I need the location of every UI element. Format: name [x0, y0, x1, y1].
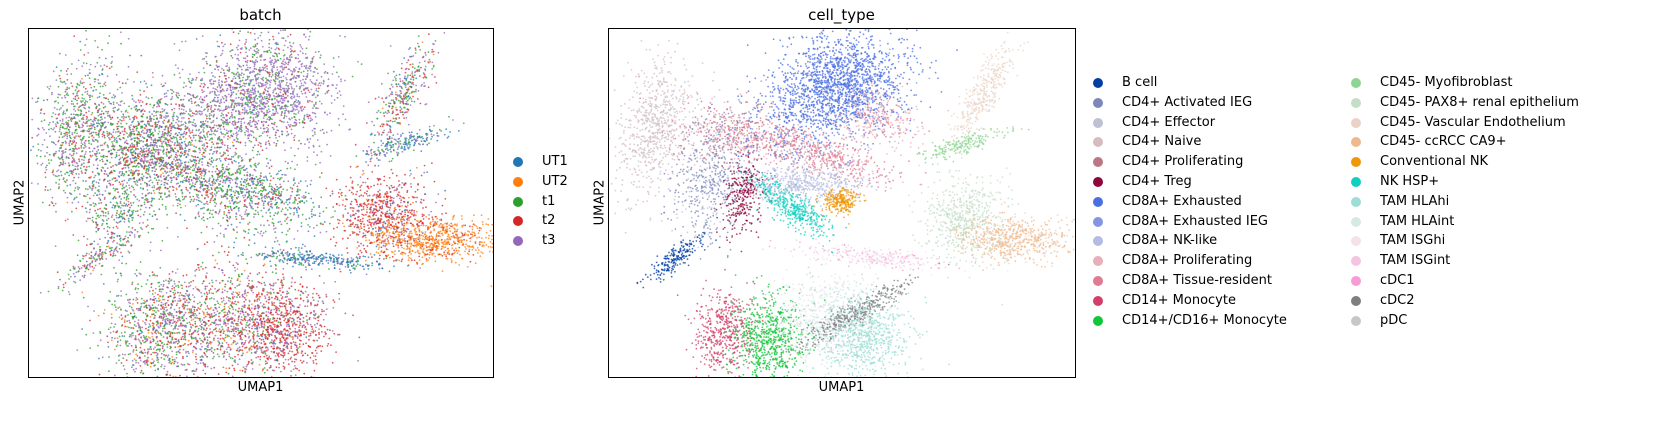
legend-marker-icon [1351, 97, 1361, 108]
x-axis-label-cell-type: UMAP1 [608, 380, 1075, 395]
legend-label: CD45- Vascular Endothelium [1380, 113, 1566, 133]
legend-marker-icon [1351, 177, 1361, 187]
chart-title-cell-type: cell_type [608, 6, 1075, 24]
legend-marker-icon [1351, 78, 1361, 88]
legend-marker-icon [1093, 236, 1103, 247]
legend-marker-icon [513, 176, 523, 187]
legend-label: CD8A+ Exhausted [1122, 192, 1242, 212]
legend-marker-icon [1093, 78, 1103, 88]
x-axis-label-batch: UMAP1 [28, 380, 493, 395]
legend-cell-type: B cell CD4+ Activated IEG CD4+ Effector CD4… [1093, 73, 1653, 343]
legend-label: CD45- Myofibroblast [1380, 73, 1512, 93]
legend-label: CD8A+ NK-like [1122, 231, 1217, 251]
legend-label: UT2 [542, 172, 568, 192]
legend-label: CD8A+ Exhausted IEG [1122, 212, 1268, 232]
legend-marker-icon [1093, 256, 1103, 267]
legend-label: CD45- PAX8+ renal epithelium [1380, 93, 1579, 113]
legend-marker-icon [1093, 216, 1103, 227]
legend-label: CD4+ Proliferating [1122, 152, 1243, 172]
legend-label: cDC1 [1380, 271, 1415, 291]
scatter-canvas-cell-type [609, 29, 1075, 377]
legend-label: TAM ISGhi [1380, 231, 1445, 251]
legend-marker-icon [1351, 117, 1361, 128]
legend-marker-icon [1351, 256, 1361, 267]
legend-marker-icon [1093, 315, 1103, 326]
y-axis-label-batch: UMAP2 [13, 173, 28, 233]
legend-marker-icon [513, 236, 523, 247]
legend-label: CD8A+ Proliferating [1122, 251, 1252, 271]
legend-label: t2 [542, 211, 555, 231]
legend-label: CD45- ccRCC CA9+ [1380, 132, 1507, 152]
legend-marker-icon [1351, 295, 1361, 306]
legend-marker-icon [1351, 236, 1361, 247]
legend-marker-icon [513, 157, 523, 167]
legend-marker-icon [1093, 295, 1103, 306]
legend-label: CD14+ Monocyte [1122, 291, 1236, 311]
legend-label: TAM HLAint [1380, 212, 1454, 232]
legend-label: t3 [542, 231, 555, 251]
legend-label: CD4+ Naive [1122, 132, 1201, 152]
legend-marker-icon [1093, 177, 1103, 187]
legend-marker-icon [1093, 97, 1103, 108]
legend-label: Conventional NK [1380, 152, 1488, 172]
scatter-canvas-batch [30, 29, 493, 377]
umap-plot-cell-type [608, 28, 1076, 378]
legend-label: CD4+ Effector [1122, 113, 1215, 133]
y-axis-label-cell-type: UMAP2 [593, 173, 608, 233]
legend-marker-icon [1351, 157, 1361, 168]
legend-label: CD4+ Activated IEG [1122, 93, 1252, 113]
legend-label: TAM HLAhi [1380, 192, 1449, 212]
legend-label: cDC2 [1380, 291, 1415, 311]
legend-marker-icon [1351, 315, 1361, 326]
legend-batch: UT1 UT2 t1 t2 t3 [513, 152, 573, 252]
legend-marker-icon [1093, 137, 1103, 148]
legend-marker-icon [1093, 157, 1103, 168]
legend-label: UT1 [542, 152, 568, 172]
legend-label: pDC [1380, 311, 1407, 331]
legend-marker-icon [1093, 276, 1103, 286]
legend-label: t1 [542, 192, 555, 212]
legend-label: CD14+/CD16+ Monocyte [1122, 311, 1287, 331]
legend-label: CD4+ Treg [1122, 172, 1192, 192]
legend-marker-icon [1351, 216, 1361, 227]
legend-label: CD8A+ Tissue-resident [1122, 271, 1272, 291]
legend-label: B cell [1122, 73, 1157, 93]
legend-label: TAM ISGint [1380, 251, 1450, 271]
legend-marker-icon [1093, 196, 1103, 207]
chart-title-batch: batch [28, 6, 493, 24]
legend-marker-icon [1351, 196, 1361, 207]
legend-marker-icon [1351, 137, 1361, 148]
legend-marker-icon [513, 216, 523, 227]
legend-marker-icon [1093, 117, 1103, 128]
legend-marker-icon [513, 196, 523, 207]
legend-label: NK HSP+ [1380, 172, 1439, 192]
legend-marker-icon [1351, 276, 1361, 286]
umap-plot-batch [28, 28, 494, 378]
